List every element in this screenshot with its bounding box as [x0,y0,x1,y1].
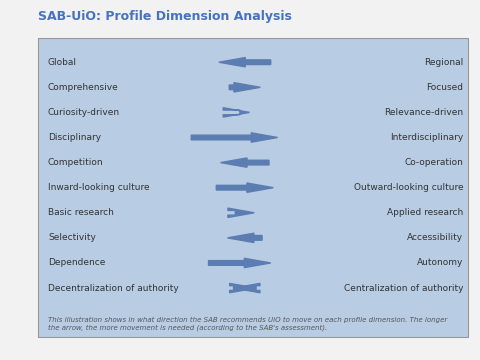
FancyArrow shape [216,183,273,192]
FancyArrow shape [221,158,269,167]
Text: Interdisciplinary: Interdisciplinary [390,133,463,142]
Text: Centralization of authority: Centralization of authority [344,284,463,293]
Text: SAB-UiO: Profile Dimension Analysis: SAB-UiO: Profile Dimension Analysis [38,10,292,23]
FancyArrow shape [229,83,260,92]
Text: Basic research: Basic research [48,208,114,217]
Text: This illustration shows in what direction the SAB recommends UiO to move on each: This illustration shows in what directio… [48,317,447,330]
Text: Comprehensive: Comprehensive [48,83,119,92]
Text: Dependence: Dependence [48,258,106,267]
Text: Focused: Focused [426,83,463,92]
Text: Accessibility: Accessibility [407,233,463,242]
FancyArrow shape [219,58,271,67]
Text: Inward-looking culture: Inward-looking culture [48,183,150,192]
Text: Selectivity: Selectivity [48,233,96,242]
Text: Outward-looking culture: Outward-looking culture [354,183,463,192]
FancyArrow shape [208,258,271,267]
FancyArrow shape [234,283,260,293]
Text: Relevance-driven: Relevance-driven [384,108,463,117]
Text: Competition: Competition [48,158,104,167]
Text: Co-operation: Co-operation [404,158,463,167]
Text: Autonomy: Autonomy [417,258,463,267]
FancyArrow shape [223,108,250,117]
FancyArrow shape [229,283,256,293]
FancyArrow shape [191,133,277,142]
Text: Disciplinary: Disciplinary [48,133,101,142]
Text: Applied research: Applied research [387,208,463,217]
FancyArrow shape [228,233,262,243]
FancyArrow shape [228,208,254,217]
Text: Regional: Regional [424,58,463,67]
Text: Decentralization of authority: Decentralization of authority [48,284,179,293]
Text: Global: Global [48,58,77,67]
Text: Curiosity-driven: Curiosity-driven [48,108,120,117]
